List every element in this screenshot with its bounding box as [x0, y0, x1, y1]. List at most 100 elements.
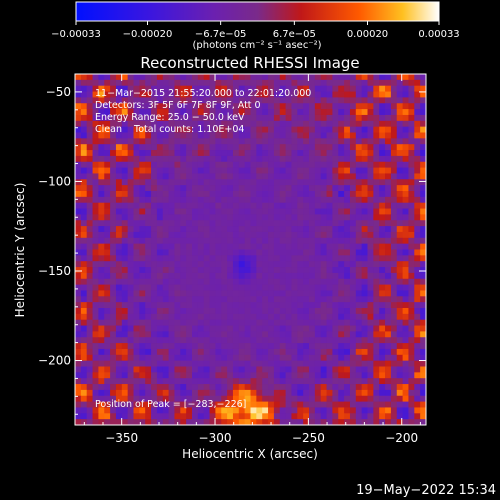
- heatmap-cell: [80, 155, 88, 163]
- heatmap-cell: [221, 208, 228, 215]
- heatmap-cell: [303, 360, 310, 367]
- heatmap-cell: [186, 208, 193, 215]
- heatmap-cell: [215, 319, 222, 326]
- heatmap-cell: [98, 395, 105, 402]
- heatmap-cell: [180, 401, 187, 408]
- heatmap-cell: [291, 243, 298, 250]
- heatmap-cell: [291, 290, 298, 297]
- heatmap-cell: [273, 413, 281, 420]
- heatmap-cell: [86, 150, 93, 157]
- heatmap-cell: [232, 208, 240, 215]
- heatmap-cell: [75, 214, 82, 221]
- heatmap-cell: [355, 74, 363, 81]
- heatmap-cell: [256, 79, 263, 87]
- heatmap-cell: [186, 302, 193, 309]
- heatmap-cell: [121, 308, 129, 315]
- heatmap-cell: [151, 313, 158, 321]
- heatmap-cell: [408, 389, 415, 397]
- heatmap-cell: [215, 378, 222, 385]
- heatmap-cell: [385, 144, 392, 151]
- heatmap-cell: [221, 79, 228, 87]
- heatmap-cell: [402, 202, 409, 209]
- heatmap-cell: [256, 226, 263, 233]
- heatmap-cell: [338, 343, 345, 350]
- heatmap-cell: [273, 272, 281, 280]
- heatmap-cell: [156, 313, 164, 321]
- heatmap-cell: [162, 313, 169, 321]
- heatmap-cell: [297, 308, 304, 315]
- heatmap-cell: [303, 290, 310, 297]
- heatmap-cell: [145, 185, 152, 192]
- heatmap-cell: [420, 267, 426, 274]
- heatmap-cell: [402, 97, 409, 104]
- heatmap-cell: [314, 109, 322, 116]
- heatmap-cell: [86, 132, 93, 139]
- heatmap-cell: [396, 237, 403, 245]
- heatmap-cell: [279, 150, 286, 157]
- heatmap-cell: [186, 354, 193, 362]
- heatmap-cell: [414, 179, 421, 186]
- heatmap-cell: [273, 331, 281, 338]
- heatmap-cell: [174, 150, 181, 157]
- heatmap-cell: [174, 389, 181, 397]
- heatmap-cell: [115, 413, 123, 420]
- heatmap-cell: [86, 407, 93, 414]
- axis-ticks: −350 −300 −250 −200−50−100−150−200: [38, 73, 426, 445]
- heatmap-cell: [273, 144, 281, 151]
- heatmap-cell: [156, 360, 164, 367]
- heatmap-cell: [127, 413, 134, 420]
- heatmap-cell: [332, 343, 339, 350]
- heatmap-cell: [203, 191, 210, 198]
- heatmap-cell: [162, 284, 169, 291]
- heatmap-cell: [361, 231, 368, 239]
- heatmap-cell: [104, 173, 111, 180]
- heatmap-cell: [197, 237, 205, 245]
- heatmap-cell: [75, 366, 82, 373]
- heatmap-cell: [338, 85, 345, 92]
- heatmap-cell: [145, 407, 152, 414]
- heatmap-cell: [244, 325, 251, 332]
- heatmap-cell: [192, 272, 199, 280]
- heatmap-cell: [420, 85, 426, 92]
- heatmap-cell: [232, 144, 240, 151]
- heatmap-cell: [268, 196, 275, 204]
- heatmap-cell: [110, 237, 117, 245]
- heatmap-cell: [127, 161, 134, 168]
- heatmap-cell: [92, 179, 99, 186]
- heatmap-cell: [133, 313, 140, 321]
- heatmap-cell: [355, 220, 363, 227]
- heatmap-cell: [355, 302, 363, 309]
- heatmap-cell: [192, 155, 199, 163]
- heatmap-cell: [180, 378, 187, 385]
- heatmap-cell: [379, 103, 386, 110]
- heatmap-cell: [227, 114, 234, 122]
- heatmap-cell: [367, 261, 374, 268]
- heatmap-cell: [192, 337, 199, 344]
- annotation-detectors: Detectors: 3F 5F 6F 7F 8F 9F, Att 0: [95, 100, 261, 111]
- heatmap-cell: [379, 401, 386, 408]
- heatmap-cell: [227, 202, 234, 209]
- heatmap-cell: [209, 226, 216, 233]
- heatmap-cell: [104, 97, 111, 104]
- heatmap-cell: [414, 296, 421, 303]
- heatmap-cell: [133, 179, 140, 186]
- heatmap-cell: [156, 348, 164, 356]
- heatmap-cell: [162, 372, 169, 379]
- heatmap-cell: [186, 313, 193, 321]
- heatmap-cell: [309, 167, 316, 174]
- heatmap-cell: [139, 401, 146, 408]
- heatmap-cell: [186, 155, 193, 163]
- heatmap-cell: [396, 348, 403, 356]
- heatmap-cell: [408, 196, 415, 204]
- heatmap-cell: [110, 91, 117, 98]
- heatmap-cell: [396, 313, 403, 321]
- heatmap-cell: [156, 231, 164, 239]
- heatmap-cell: [250, 191, 257, 198]
- heatmap-cell: [303, 419, 310, 425]
- heatmap-cell: [396, 325, 403, 332]
- heatmap-cell: [244, 74, 251, 81]
- heatmap-cell: [215, 419, 222, 425]
- heatmap-cell: [162, 120, 169, 128]
- heatmap-cell: [180, 161, 187, 168]
- heatmap-cell: [156, 413, 164, 420]
